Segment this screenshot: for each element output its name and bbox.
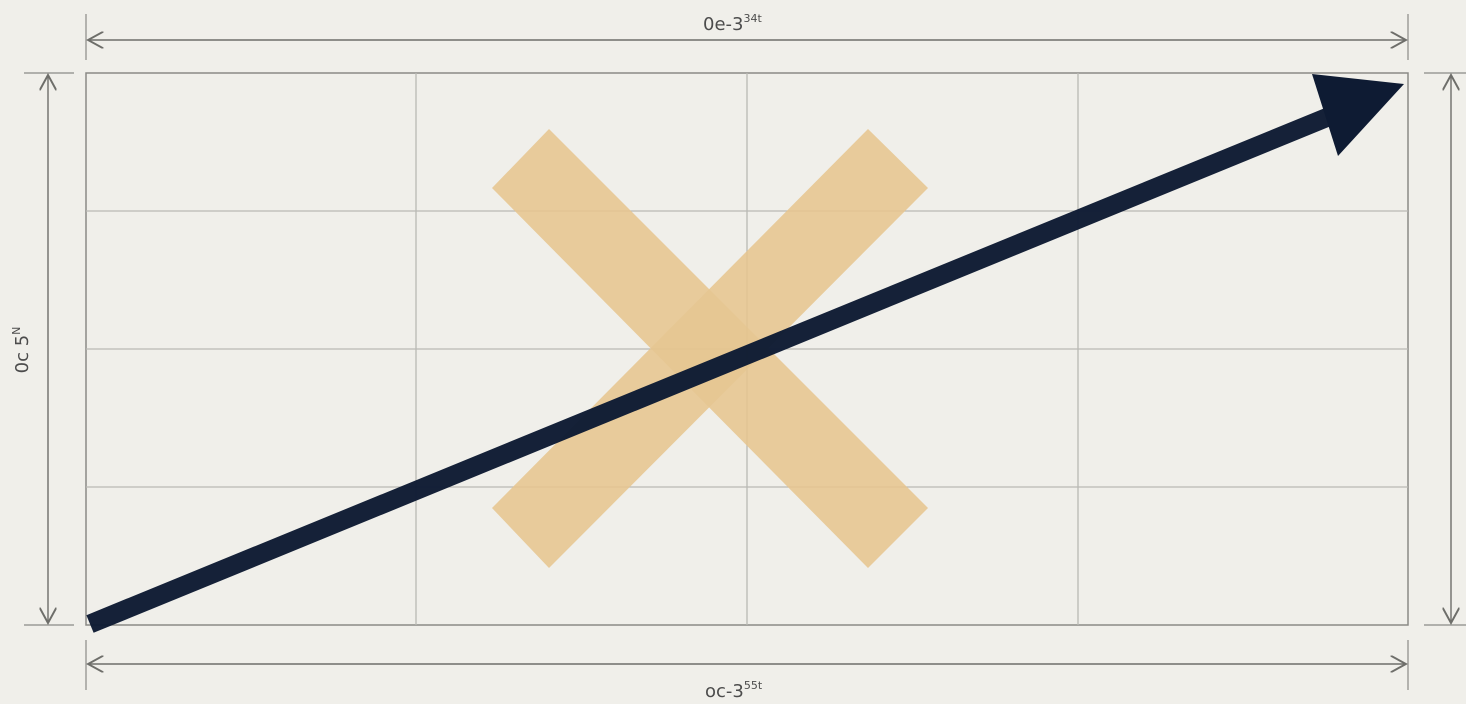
left-dimension: 0c 5N <box>10 72 74 626</box>
grid <box>85 72 1409 626</box>
arrow-head <box>1312 74 1404 156</box>
right-dimension <box>1424 72 1466 626</box>
cross-mark <box>492 129 928 568</box>
bottom-dimension: oc-355t <box>85 640 1409 702</box>
left-dimension-label: 0c 5N <box>10 327 33 374</box>
diagonal-arrow <box>86 74 1404 633</box>
cross-mark-stroke-2 <box>492 129 928 568</box>
bottom-dimension-label: oc-355t <box>705 679 763 702</box>
top-dimension-label: 0e-334t <box>703 12 762 35</box>
top-dimension: 0e-334t <box>85 12 1409 60</box>
arrow-shaft <box>86 99 1354 633</box>
